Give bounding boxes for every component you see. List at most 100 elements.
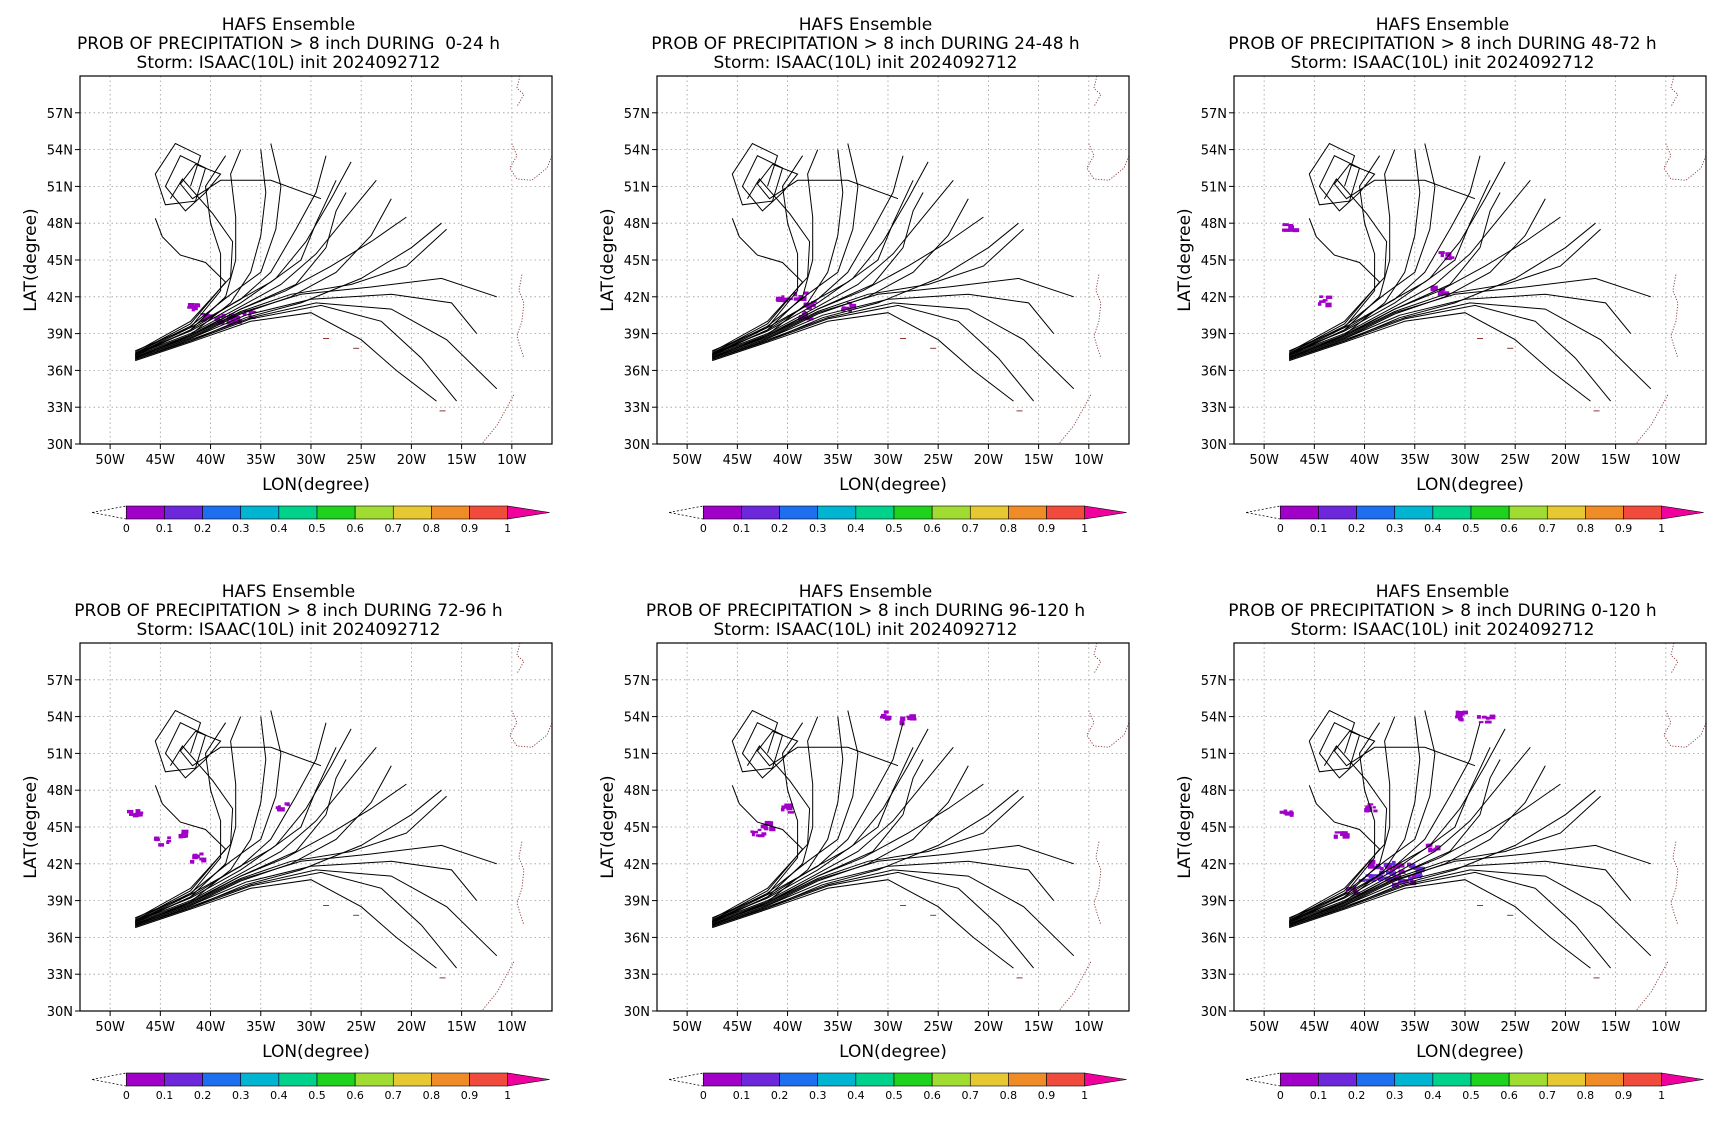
x-axis-label: LON(degree) — [839, 475, 947, 495]
x-tick-label: 40W — [1350, 1020, 1380, 1035]
track-line — [135, 302, 498, 390]
coastline — [1635, 394, 1669, 444]
y-axis-label: LAT(degree) — [1175, 208, 1195, 311]
precip-cell — [135, 809, 141, 814]
x-tick-label: 10W — [1074, 453, 1104, 468]
precip-cell — [1289, 813, 1294, 817]
precip-cell — [1389, 868, 1395, 871]
y-tick-label: 57N — [1201, 674, 1227, 689]
colorbar-bin — [703, 1072, 742, 1087]
track-line — [712, 871, 1034, 969]
x-tick-label: 15W — [1601, 453, 1631, 468]
storm-line: Storm: ISAAC(10L) init 2024092712 — [1290, 53, 1595, 73]
precip-cell — [909, 714, 916, 719]
y-tick-label: 36N — [624, 364, 650, 379]
colorbar-label: 0.5 — [308, 1089, 326, 1102]
precip-cell — [1368, 859, 1376, 864]
y-tick-label: 39N — [1201, 895, 1227, 910]
precip-cell — [900, 716, 906, 721]
colorbar-over-arrow — [1084, 505, 1127, 520]
track-line — [712, 879, 1014, 969]
track-line — [1288, 747, 1491, 922]
colorbar-bin — [1508, 1072, 1548, 1087]
precip-cell — [849, 303, 857, 309]
colorbar-label: 0.3 — [232, 522, 250, 535]
y-tick-label: 57N — [47, 107, 73, 122]
map-plot: 50W 45W 40W 35W 30W 25W 20W 15W 10W 30N 33N 36N 39N 4… — [21, 642, 553, 1102]
storm-line: Storm: ISAAC(10L) init 2024092712 — [1290, 620, 1595, 640]
colorbar-label: 0.6 — [1500, 522, 1518, 535]
y-tick-label: 33N — [1201, 401, 1227, 416]
colorbar-under-arrow — [91, 1072, 127, 1087]
track-line — [154, 709, 207, 779]
colorbar-bin — [1394, 1072, 1434, 1087]
colorbar-bin — [1546, 1072, 1586, 1087]
precip-cell — [1449, 256, 1455, 259]
track-line — [134, 178, 234, 353]
track-line — [711, 178, 811, 353]
precip-cell — [1349, 887, 1356, 890]
track-line — [1288, 143, 1436, 354]
track-line — [1308, 142, 1361, 212]
y-tick-label: 54N — [624, 711, 650, 726]
x-tick-label: 10W — [1651, 453, 1681, 468]
colorbar-bin — [164, 1072, 203, 1087]
precip-cell — [286, 802, 290, 807]
colorbar-label: 0.1 — [733, 522, 751, 535]
track-line — [712, 765, 969, 926]
track-line — [134, 180, 337, 355]
track-line — [711, 745, 811, 920]
precip-cell — [811, 301, 815, 307]
y-axis-label: LAT(degree) — [21, 208, 41, 311]
x-axis-label: LON(degree) — [262, 1042, 370, 1062]
colorbar-over-arrow — [1661, 505, 1704, 520]
chart-subtitle: PROB OF PRECIPITATION > 8 inch DURING 48… — [1228, 34, 1657, 54]
y-tick-label: 33N — [1201, 968, 1227, 983]
colorbar-bin — [1046, 1072, 1085, 1087]
map-plot: 50W 45W 40W 35W 30W 25W 20W 15W 10W 30N 33N 36N 39N 4… — [598, 75, 1130, 535]
grid — [80, 76, 552, 445]
precip-cell — [1373, 877, 1380, 880]
precip-cell — [1408, 863, 1416, 868]
colorbar-bin — [240, 505, 280, 520]
precip-cell — [242, 312, 247, 316]
x-tick-label: 40W — [196, 453, 226, 468]
precip-cell — [1392, 865, 1399, 869]
precip-cell — [1413, 867, 1421, 870]
precip-cell — [787, 811, 795, 814]
grid — [80, 643, 552, 1012]
precip-cell — [1397, 874, 1401, 878]
precip-areas — [1282, 223, 1455, 308]
track-line — [179, 730, 322, 767]
colorbar-label: 0.1 — [733, 1089, 751, 1102]
precip-cell — [1365, 805, 1372, 811]
x-tick-label: 45W — [146, 453, 176, 468]
precip-cell — [1484, 720, 1492, 724]
colorbar-label: 0.2 — [194, 1089, 212, 1102]
x-tick-label: 15W — [447, 453, 477, 468]
y-tick-label: 45N — [47, 254, 73, 269]
colorbar-label: 0.7 — [1539, 1089, 1557, 1102]
precip-cell — [1412, 873, 1416, 879]
x-tick-label: 35W — [823, 453, 853, 468]
x-tick-label: 30W — [873, 1020, 903, 1035]
colorbar-label: 0.9 — [461, 1089, 479, 1102]
precip-cell — [757, 835, 765, 838]
track-line — [712, 716, 844, 926]
colorbar-label: 0.9 — [1615, 1089, 1633, 1102]
colorbar-bin — [316, 1072, 356, 1087]
colorbar-bin — [893, 1072, 933, 1087]
colorbar-label: 0.3 — [1386, 1089, 1404, 1102]
precip-cell — [1425, 843, 1432, 848]
colorbar-label: 0.5 — [1462, 1089, 1480, 1102]
precip-cell — [1364, 807, 1370, 813]
precip-cell — [800, 296, 807, 302]
precip-cell — [844, 306, 850, 310]
colorbar-label: 0.2 — [1348, 522, 1366, 535]
track-line — [712, 179, 954, 355]
colorbar-label: 0 — [1277, 1089, 1284, 1102]
x-tick-label: 40W — [773, 453, 803, 468]
colorbar-bin — [392, 505, 432, 520]
x-tick-label: 35W — [823, 1020, 853, 1035]
colorbar-under-arrow — [1245, 1072, 1281, 1087]
